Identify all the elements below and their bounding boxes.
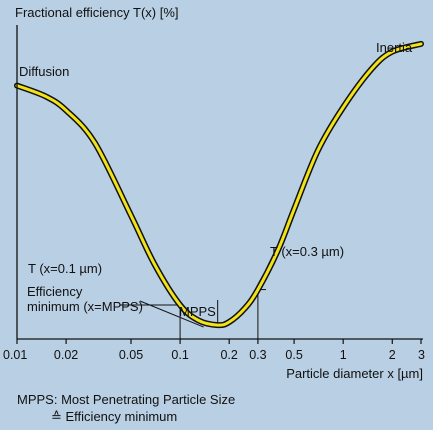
x-tick-label: 0.5 bbox=[285, 348, 302, 362]
x-tick-label: 0.1 bbox=[171, 348, 188, 362]
annotation-t-x01: T (x=0.1 µm) bbox=[28, 261, 102, 276]
x-tick-label: 0.2 bbox=[220, 348, 237, 362]
annotation-layer bbox=[120, 289, 266, 339]
x-tick-label: 3 bbox=[418, 348, 425, 362]
efficiency-curve bbox=[15, 42, 423, 327]
x-tick-label: 2 bbox=[389, 348, 396, 362]
region-label-diffusion: Diffusion bbox=[19, 64, 69, 79]
x-tick-label: 1 bbox=[340, 348, 347, 362]
x-tick-label: 0.02 bbox=[54, 348, 78, 362]
footnote-definition: MPPS: Most Penetrating Particle Size bbox=[17, 392, 236, 407]
x-axis-title: Particle diameter x [µm] bbox=[286, 366, 423, 381]
x-tick-layer: 0.01 0.02 0.05 0.1 0.2 0.3 0.5 1 2 3 bbox=[3, 339, 425, 362]
leader-efficiency-minimum bbox=[139, 300, 204, 328]
region-label-inertia: Inertia bbox=[376, 40, 413, 55]
x-tick-label: 0.05 bbox=[119, 348, 143, 362]
y-axis-title: Fractional efficiency T(x) [%] bbox=[15, 5, 179, 20]
footnote-equivalence: ≙ Efficiency minimum bbox=[51, 409, 178, 424]
annotation-efficiency-line2: minimum (x=MPPS) bbox=[27, 299, 143, 314]
annotation-mpps: MPPS bbox=[179, 304, 216, 319]
annotation-t-x03: T (x=0.3 µm) bbox=[270, 244, 344, 259]
annotation-efficiency-line1: Efficiency bbox=[27, 284, 83, 299]
efficiency-curve-outline bbox=[14, 40, 424, 329]
x-tick-label: 0.3 bbox=[249, 348, 266, 362]
x-tick-label: 0.01 bbox=[3, 348, 27, 362]
